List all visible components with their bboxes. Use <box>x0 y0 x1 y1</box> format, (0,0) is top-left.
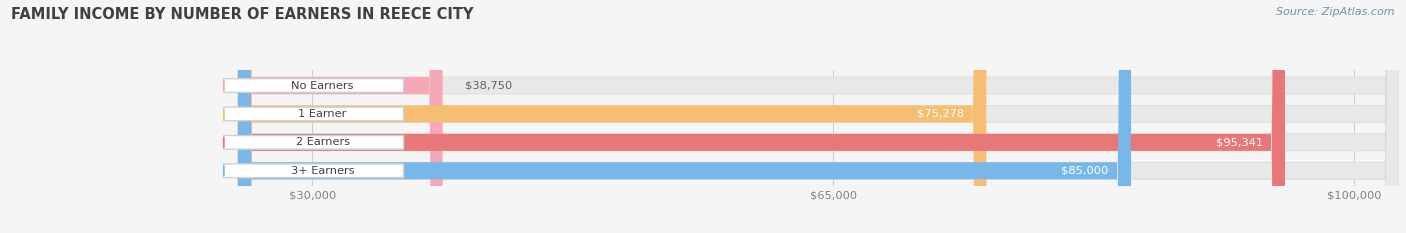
FancyBboxPatch shape <box>238 0 1399 233</box>
Text: 3+ Earners: 3+ Earners <box>291 166 354 176</box>
Text: FAMILY INCOME BY NUMBER OF EARNERS IN REECE CITY: FAMILY INCOME BY NUMBER OF EARNERS IN RE… <box>11 7 474 22</box>
Text: $85,000: $85,000 <box>1062 166 1109 176</box>
FancyBboxPatch shape <box>224 164 404 178</box>
FancyBboxPatch shape <box>224 79 404 92</box>
FancyBboxPatch shape <box>238 0 1130 233</box>
FancyBboxPatch shape <box>238 0 1399 233</box>
FancyBboxPatch shape <box>238 0 443 233</box>
Text: No Earners: No Earners <box>291 81 354 91</box>
Text: $75,278: $75,278 <box>917 109 965 119</box>
FancyBboxPatch shape <box>224 107 404 121</box>
FancyBboxPatch shape <box>238 0 987 233</box>
FancyBboxPatch shape <box>224 136 404 149</box>
Text: 1 Earner: 1 Earner <box>298 109 347 119</box>
FancyBboxPatch shape <box>238 0 1399 233</box>
Text: $95,341: $95,341 <box>1216 137 1263 147</box>
Text: Source: ZipAtlas.com: Source: ZipAtlas.com <box>1277 7 1395 17</box>
Text: $38,750: $38,750 <box>465 81 512 91</box>
FancyBboxPatch shape <box>238 0 1285 233</box>
Text: 2 Earners: 2 Earners <box>295 137 350 147</box>
FancyBboxPatch shape <box>238 0 1399 233</box>
